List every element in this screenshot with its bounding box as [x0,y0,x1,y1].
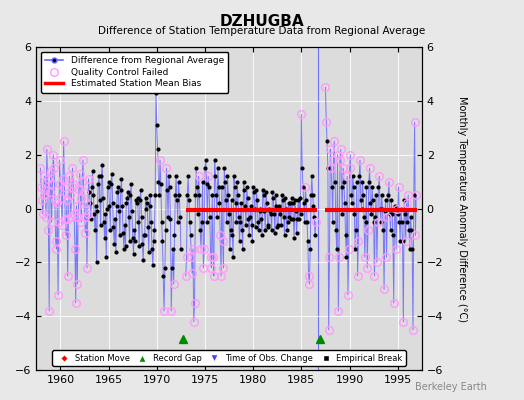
Text: Difference of Station Temperature Data from Regional Average: Difference of Station Temperature Data f… [99,26,425,36]
Legend: Station Move, Record Gap, Time of Obs. Change, Empirical Break: Station Move, Record Gap, Time of Obs. C… [52,350,406,366]
Text: DZHUGBA: DZHUGBA [220,14,304,29]
Text: Berkeley Earth: Berkeley Earth [416,382,487,392]
Y-axis label: Monthly Temperature Anomaly Difference (°C): Monthly Temperature Anomaly Difference (… [457,96,467,322]
